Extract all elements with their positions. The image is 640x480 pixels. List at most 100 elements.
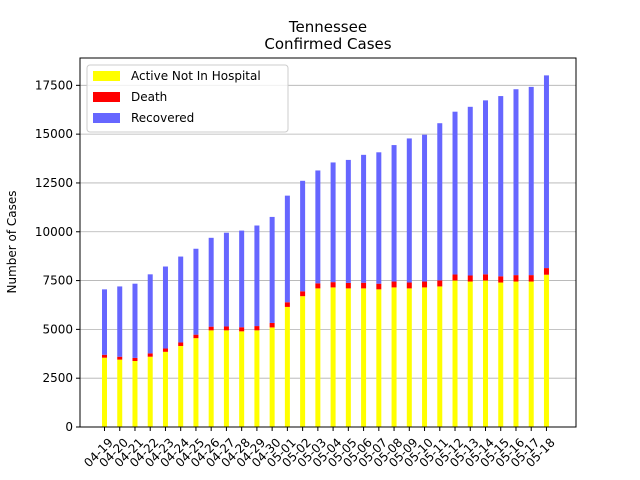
bar-segment-active-not-in-hospital <box>422 287 428 427</box>
bar-segment-recovered <box>391 145 397 282</box>
bar-segment-active-not-in-hospital <box>467 281 473 427</box>
bar-segment-recovered <box>102 289 107 355</box>
bar-segment-death <box>330 282 336 288</box>
legend-label: Death <box>131 90 167 104</box>
y-axis-ticks: 0 2500 5000 7500 10000 12500 15000 17500 <box>35 78 80 434</box>
y-tick-label: 12500 <box>35 176 73 190</box>
bar-segment-recovered <box>208 237 214 327</box>
bar-segment-active-not-in-hospital <box>239 331 245 427</box>
bar-segment-active-not-in-hospital <box>498 282 504 427</box>
bar-segment-recovered <box>178 256 184 343</box>
bar-segment-active-not-in-hospital <box>483 280 488 427</box>
legend-label: Recovered <box>131 111 194 125</box>
bar-segment-death <box>223 326 229 331</box>
bar-segment-death <box>178 342 184 346</box>
bar-segment-recovered <box>193 248 199 335</box>
legend-swatch <box>93 92 120 102</box>
bar-segment-death <box>345 282 351 289</box>
bar-segment-active-not-in-hospital <box>132 361 138 427</box>
bar-segment-death <box>208 326 214 331</box>
bar-segment-active-not-in-hospital <box>193 338 199 427</box>
bar-segment-active-not-in-hospital <box>330 287 336 427</box>
bar-segment-recovered <box>147 274 153 354</box>
bar-segment-death <box>239 327 245 332</box>
bar-segment-recovered <box>528 86 534 276</box>
y-tick-label: 5000 <box>42 322 73 336</box>
bar-segment-recovered <box>345 159 351 283</box>
bar-segment-death <box>300 291 306 297</box>
bar-segment-recovered <box>132 283 138 358</box>
bar-segment-active-not-in-hospital <box>543 274 549 427</box>
y-tick-label: 10000 <box>35 225 73 239</box>
bar-segment-death <box>452 274 458 281</box>
bar-segment-recovered <box>162 266 168 349</box>
x-axis-ticks: 04-1904-2004-2104-2204-2304-2404-2504-26… <box>81 427 558 470</box>
bar-segment-death <box>437 280 443 287</box>
bar-segment-active-not-in-hospital <box>361 288 367 427</box>
bar-segment-recovered <box>330 162 336 283</box>
bar-segment-recovered <box>315 170 321 284</box>
bar-segment-death <box>254 326 260 331</box>
bar-segment-active-not-in-hospital <box>178 345 184 427</box>
bar-segment-recovered <box>513 89 519 276</box>
bars-group <box>102 75 549 427</box>
legend-swatch <box>93 71 120 81</box>
y-axis-label: Number of Cases <box>5 190 19 293</box>
chart-subtitle: Confirmed Cases <box>264 35 391 53</box>
bar-segment-recovered <box>498 96 504 277</box>
bar-segment-recovered <box>467 106 473 276</box>
bar-segment-recovered <box>543 75 549 269</box>
bar-segment-recovered <box>452 111 458 275</box>
y-tick-label: 15000 <box>35 127 73 141</box>
bar-segment-active-not-in-hospital <box>315 288 321 427</box>
bar-segment-recovered <box>483 100 488 275</box>
bar-segment-death <box>284 302 290 307</box>
bar-segment-active-not-in-hospital <box>300 296 306 427</box>
bar-segment-recovered <box>284 195 290 303</box>
bar-segment-recovered <box>437 123 443 281</box>
bar-segment-recovered <box>269 216 275 323</box>
bar-segment-active-not-in-hospital <box>528 281 534 427</box>
bar-segment-death <box>162 348 168 352</box>
bar-segment-death <box>132 357 138 362</box>
bar-segment-death <box>467 275 473 282</box>
chart-title: Tennessee <box>288 18 367 36</box>
legend-label: Active Not In Hospital <box>131 69 261 83</box>
bar-segment-recovered <box>422 134 428 282</box>
bar-segment-active-not-in-hospital <box>284 306 290 427</box>
bar-segment-active-not-in-hospital <box>513 281 519 427</box>
bar-segment-death <box>391 281 397 288</box>
bar-segment-active-not-in-hospital <box>223 330 229 427</box>
bar-segment-death <box>147 353 153 357</box>
bar-segment-death <box>102 354 107 358</box>
bar-segment-death <box>483 274 488 281</box>
legend: Active Not In Hospital Death Recovered <box>86 64 289 133</box>
bar-segment-active-not-in-hospital <box>102 357 107 427</box>
bar-segment-recovered <box>223 232 229 327</box>
bar-segment-recovered <box>361 154 367 283</box>
bar-segment-death <box>193 334 199 339</box>
bar-segment-active-not-in-hospital <box>376 289 382 427</box>
bar-segment-active-not-in-hospital <box>208 330 214 427</box>
bar-segment-recovered <box>376 152 382 284</box>
bar-segment-death <box>422 281 428 288</box>
bar-segment-death <box>543 268 549 275</box>
bar-segment-active-not-in-hospital <box>452 280 458 427</box>
legend-box <box>86 64 289 133</box>
bar-segment-active-not-in-hospital <box>147 356 153 427</box>
bar-segment-active-not-in-hospital <box>269 327 275 427</box>
bar-segment-death <box>376 283 382 290</box>
bar-segment-recovered <box>406 138 412 283</box>
bar-segment-recovered <box>300 180 306 292</box>
y-tick-label: 2500 <box>42 371 73 385</box>
bar-segment-active-not-in-hospital <box>345 288 351 427</box>
bar-segment-active-not-in-hospital <box>437 286 443 427</box>
bar-segment-recovered <box>117 286 123 357</box>
y-tick-label: 17500 <box>35 78 73 92</box>
bar-segment-recovered <box>254 225 260 327</box>
bar-segment-death <box>498 276 504 283</box>
bar-segment-active-not-in-hospital <box>406 288 412 427</box>
bar-segment-active-not-in-hospital <box>162 351 168 427</box>
bar-segment-death <box>315 283 321 289</box>
bar-segment-death <box>513 275 519 282</box>
